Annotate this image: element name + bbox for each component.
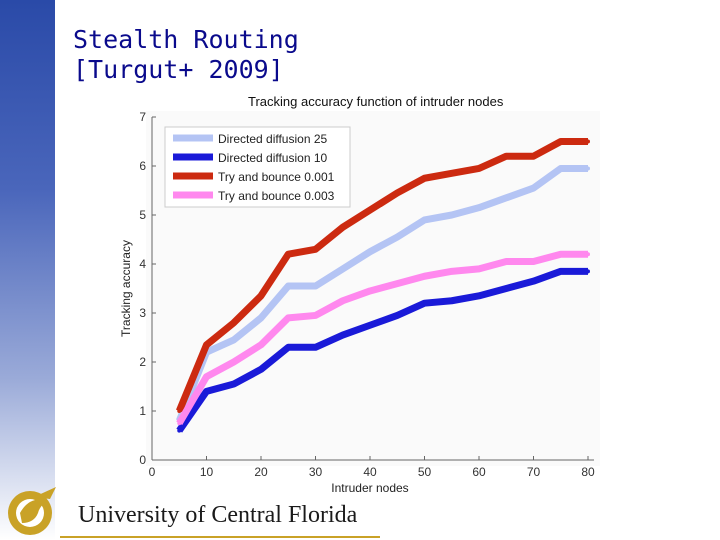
data-point (231, 382, 236, 387)
data-point (586, 269, 590, 274)
data-point (449, 171, 454, 176)
footer-rule (60, 536, 380, 538)
data-point (259, 293, 263, 298)
data-point (558, 139, 563, 144)
slide-title-line-2: [Turgut+ 2009] (73, 55, 284, 84)
data-point (313, 313, 318, 318)
slide-title-line-1: Stealth Routing (73, 25, 299, 54)
legend-label: Directed diffusion 10 (218, 151, 328, 165)
data-point (477, 266, 481, 271)
y-tick-label: 0 (139, 453, 146, 467)
data-point (586, 166, 590, 171)
data-point (449, 298, 454, 303)
data-point (368, 323, 372, 328)
x-tick-label: 50 (418, 465, 432, 479)
y-tick-label: 2 (139, 355, 146, 369)
x-tick-label: 70 (527, 465, 541, 479)
data-point (477, 205, 481, 210)
data-point (558, 269, 563, 274)
data-point (259, 367, 263, 372)
data-point (286, 315, 291, 320)
legend-label: Try and bounce 0.003 (218, 189, 335, 203)
y-tick-label: 3 (139, 306, 146, 320)
x-tick-label: 20 (254, 465, 268, 479)
data-point (422, 217, 427, 222)
y-axis-label: Tracking accuracy (119, 240, 133, 337)
ucf-pegasus-logo-icon (8, 487, 56, 535)
y-tick-label: 5 (139, 208, 146, 222)
data-point (531, 259, 536, 264)
data-point (286, 252, 291, 257)
series-line-2 (176, 267, 588, 433)
data-point (477, 166, 481, 171)
series-line-1 (175, 164, 588, 423)
university-name: University of Central Florida (78, 502, 358, 528)
data-point (395, 235, 400, 240)
x-tick-label: 30 (309, 465, 323, 479)
slide-side-bar (0, 0, 55, 540)
y-tick-label: 4 (139, 257, 146, 271)
data-point (368, 288, 372, 293)
x-tick-label: 0 (149, 465, 156, 479)
data-point (313, 284, 318, 289)
data-point (259, 342, 263, 347)
data-point (422, 176, 427, 181)
data-point (231, 320, 236, 325)
data-point (449, 213, 454, 217)
series-line-4 (176, 250, 588, 426)
data-point (504, 259, 509, 264)
data-point (340, 298, 345, 303)
y-tick-label: 7 (139, 110, 146, 124)
data-point (204, 342, 209, 347)
data-point (422, 274, 427, 279)
data-point (558, 166, 563, 171)
series-line-3 (176, 138, 588, 413)
y-tick-label: 1 (139, 404, 146, 418)
x-tick-label: 10 (200, 465, 214, 479)
data-point (586, 139, 590, 144)
chart-title: Tracking accuracy function of intruder n… (248, 94, 504, 109)
data-point (368, 208, 372, 213)
data-point (286, 284, 291, 289)
data-point (340, 333, 345, 338)
data-point (504, 195, 509, 200)
data-point (422, 301, 427, 306)
data-point (395, 313, 400, 318)
legend-label: Try and bounce 0.001 (218, 170, 335, 184)
x-tick-label: 40 (363, 465, 377, 479)
data-point (531, 186, 536, 191)
data-point (395, 190, 400, 195)
data-point (340, 266, 345, 271)
data-point (558, 252, 563, 257)
data-point (231, 360, 236, 364)
data-point (340, 225, 345, 230)
x-axis-label: Intruder nodes (331, 481, 408, 495)
data-point (531, 154, 536, 159)
data-point (286, 345, 291, 350)
legend-label: Directed diffusion 25 (218, 132, 328, 146)
data-point (313, 247, 318, 252)
data-point (231, 337, 236, 342)
data-point (504, 286, 509, 291)
data-point (259, 315, 263, 320)
data-point (449, 269, 454, 274)
data-point (177, 421, 182, 426)
x-tick-label: 60 (472, 465, 486, 479)
data-point (395, 281, 400, 286)
data-point (531, 279, 536, 284)
data-point (204, 374, 209, 379)
data-point (586, 252, 590, 257)
data-point (177, 409, 182, 413)
data-point (204, 389, 209, 394)
data-point (368, 249, 372, 254)
data-point (504, 154, 509, 159)
data-point (477, 293, 481, 298)
slide-title: Stealth Routing [Turgut+ 2009] (73, 25, 299, 85)
data-point (313, 345, 318, 350)
y-tick-label: 6 (139, 159, 146, 173)
x-tick-label: 80 (581, 465, 595, 479)
data-point (177, 428, 182, 433)
